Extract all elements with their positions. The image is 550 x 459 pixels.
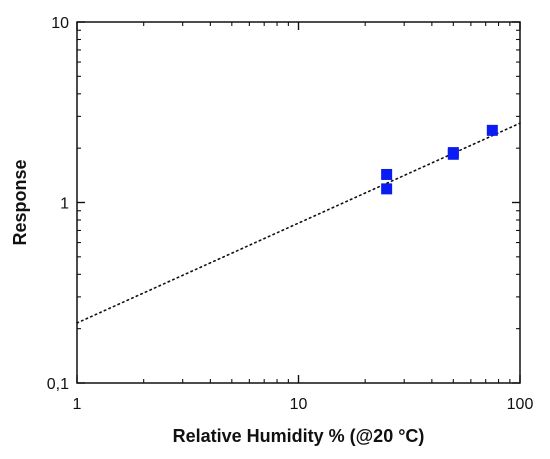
y-axis-label: Response [10,159,30,245]
data-point [447,148,459,160]
y-tick-label: 1 [60,196,69,213]
x-tick-label: 1 [73,396,82,413]
fit-line [76,122,521,324]
fit-line-layer [76,122,521,324]
data-points-layer [381,124,498,195]
x-tick-label: 100 [507,396,534,413]
data-point [381,168,393,180]
data-point [381,183,393,195]
y-tick-label: 0,1 [47,376,69,393]
plot-frame [76,21,521,384]
x-axis-label: Relative Humidity % (@20 °C) [173,426,425,446]
axes-layer [76,21,521,384]
x-tick-label: 10 [290,396,308,413]
y-tick-label: 10 [51,15,69,32]
data-point [486,124,498,136]
